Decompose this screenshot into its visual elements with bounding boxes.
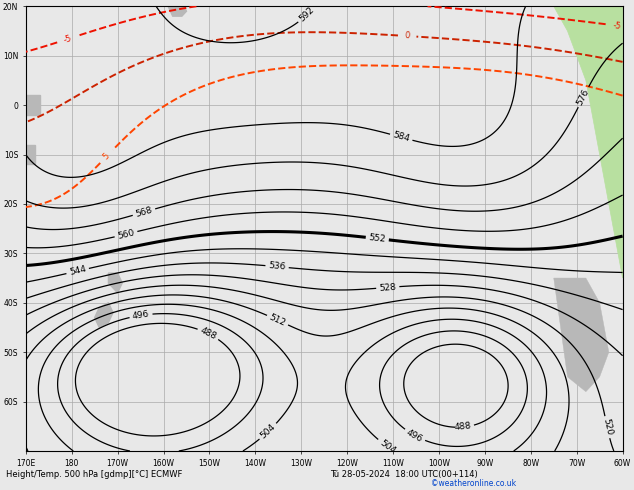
Text: -5: -5 [62, 33, 73, 45]
Text: 520: 520 [601, 418, 614, 437]
Text: 536: 536 [268, 261, 286, 272]
Polygon shape [553, 278, 609, 392]
Text: ©weatheronline.co.uk: ©weatheronline.co.uk [431, 479, 516, 488]
Text: 560: 560 [117, 228, 136, 241]
Text: Height/Temp. 500 hPa [gdmp][°C] ECMWF: Height/Temp. 500 hPa [gdmp][°C] ECMWF [6, 470, 183, 479]
Text: 552: 552 [368, 233, 386, 244]
Text: 0: 0 [404, 31, 410, 41]
Polygon shape [553, 6, 623, 278]
Polygon shape [108, 273, 122, 293]
Polygon shape [168, 1, 186, 16]
Text: 568: 568 [134, 205, 153, 219]
Text: 576: 576 [576, 87, 592, 107]
Text: 592: 592 [298, 5, 316, 24]
Text: -5: -5 [612, 21, 621, 30]
Text: 544: 544 [68, 265, 87, 277]
Text: 5: 5 [101, 151, 112, 161]
Text: 496: 496 [405, 427, 424, 443]
Polygon shape [26, 145, 35, 165]
Text: 512: 512 [268, 313, 287, 328]
Text: 488: 488 [198, 326, 218, 342]
Polygon shape [26, 95, 39, 115]
Text: 496: 496 [132, 310, 150, 321]
Text: Tú 28-05-2024  18:00 UTC(00+114): Tú 28-05-2024 18:00 UTC(00+114) [330, 470, 477, 479]
Text: 584: 584 [392, 131, 411, 144]
Text: 504: 504 [378, 438, 397, 455]
Text: 504: 504 [259, 422, 278, 441]
Text: 528: 528 [379, 282, 397, 293]
Text: 488: 488 [453, 422, 472, 433]
Polygon shape [94, 303, 113, 327]
